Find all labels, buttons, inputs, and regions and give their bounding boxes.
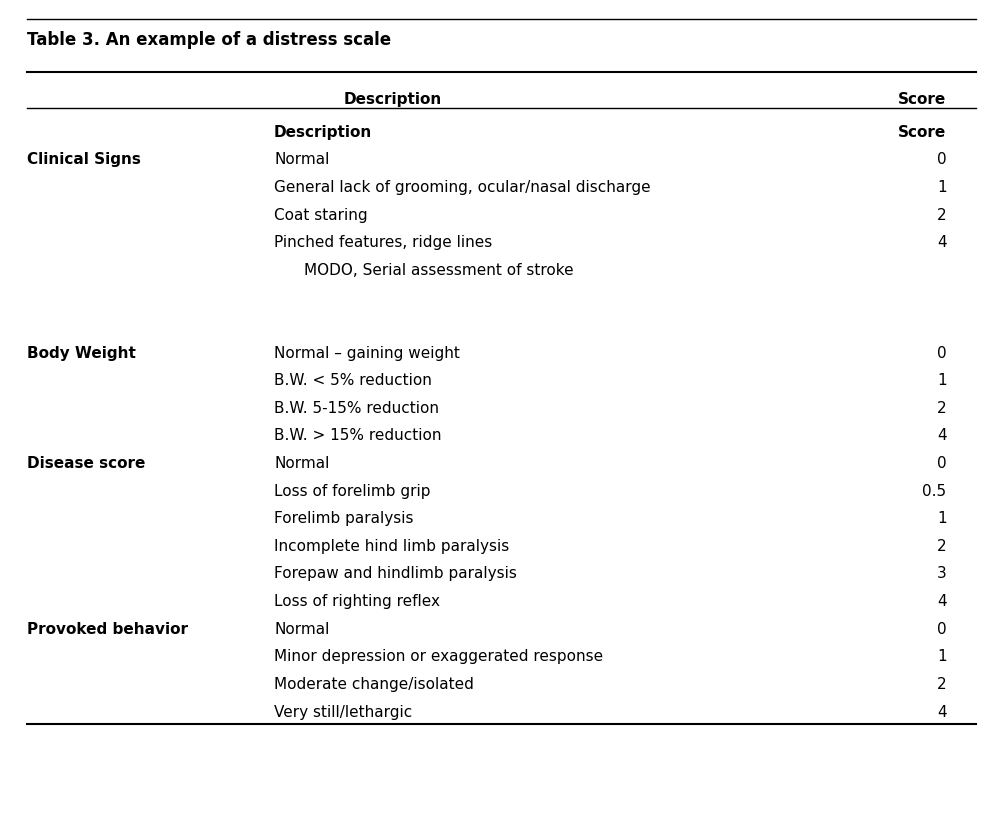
Text: Incomplete hind limb paralysis: Incomplete hind limb paralysis: [274, 539, 509, 554]
Text: B.W. 5-15% reduction: B.W. 5-15% reduction: [274, 401, 439, 415]
Text: 4: 4: [936, 429, 946, 444]
Text: B.W. < 5% reduction: B.W. < 5% reduction: [274, 373, 432, 388]
Text: Minor depression or exaggerated response: Minor depression or exaggerated response: [274, 649, 602, 664]
Text: Table 3. An example of a distress scale: Table 3. An example of a distress scale: [27, 31, 391, 50]
Text: 2: 2: [936, 539, 946, 554]
Text: Very still/lethargic: Very still/lethargic: [274, 705, 412, 719]
Text: 1: 1: [936, 180, 946, 195]
Text: 4: 4: [936, 235, 946, 250]
Text: General lack of grooming, ocular/nasal discharge: General lack of grooming, ocular/nasal d…: [274, 180, 650, 195]
Text: 2: 2: [936, 401, 946, 415]
Text: B.W. > 15% reduction: B.W. > 15% reduction: [274, 429, 441, 444]
Text: Loss of righting reflex: Loss of righting reflex: [274, 594, 440, 609]
Text: Score: Score: [898, 93, 946, 107]
Text: 2: 2: [936, 207, 946, 222]
Text: 0: 0: [936, 152, 946, 168]
Text: Normal: Normal: [274, 622, 329, 637]
Text: Clinical Signs: Clinical Signs: [27, 152, 140, 168]
Text: 0: 0: [936, 456, 946, 471]
Text: 1: 1: [936, 511, 946, 526]
Text: Normal – gaining weight: Normal – gaining weight: [274, 345, 460, 361]
Text: 0: 0: [936, 622, 946, 637]
Text: Score: Score: [898, 125, 946, 140]
Text: Provoked behavior: Provoked behavior: [27, 622, 187, 637]
Text: 4: 4: [936, 594, 946, 609]
Text: MODO, Serial assessment of stroke: MODO, Serial assessment of stroke: [304, 263, 573, 278]
Text: 1: 1: [936, 373, 946, 388]
Text: 1: 1: [936, 649, 946, 664]
Text: Body Weight: Body Weight: [27, 345, 135, 361]
Text: Description: Description: [344, 93, 442, 107]
Text: Forelimb paralysis: Forelimb paralysis: [274, 511, 413, 526]
Text: Coat staring: Coat staring: [274, 207, 368, 222]
Text: Normal: Normal: [274, 456, 329, 471]
Text: Loss of forelimb grip: Loss of forelimb grip: [274, 484, 430, 499]
Text: 0: 0: [936, 345, 946, 361]
Text: Moderate change/isolated: Moderate change/isolated: [274, 677, 473, 692]
Text: Disease score: Disease score: [27, 456, 145, 471]
Text: 3: 3: [936, 567, 946, 582]
Text: Forepaw and hindlimb paralysis: Forepaw and hindlimb paralysis: [274, 567, 516, 582]
Text: 0.5: 0.5: [922, 484, 946, 499]
Text: 2: 2: [936, 677, 946, 692]
Text: 4: 4: [936, 705, 946, 719]
Text: Description: Description: [274, 125, 372, 140]
Text: Normal: Normal: [274, 152, 329, 168]
Text: Pinched features, ridge lines: Pinched features, ridge lines: [274, 235, 492, 250]
